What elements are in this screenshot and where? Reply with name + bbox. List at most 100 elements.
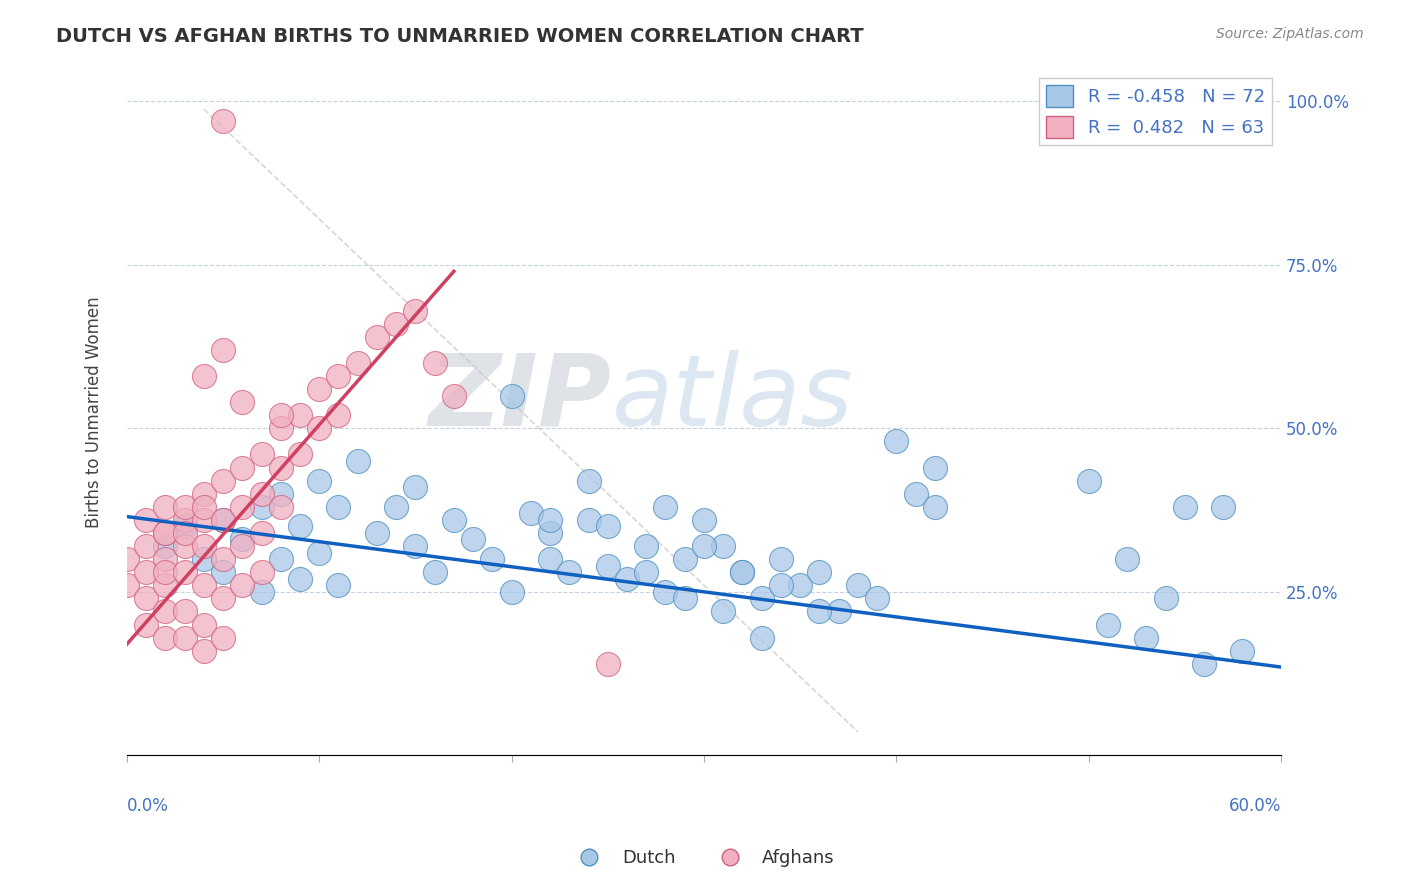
Point	[288, 519, 311, 533]
Point	[328, 500, 350, 514]
Point	[193, 552, 215, 566]
Point	[578, 474, 600, 488]
Text: atlas: atlas	[612, 350, 853, 447]
Y-axis label: Births to Unmarried Women: Births to Unmarried Women	[86, 296, 103, 528]
Point	[866, 591, 889, 606]
Point	[711, 539, 734, 553]
Point	[212, 513, 235, 527]
Point	[308, 474, 330, 488]
Point	[173, 525, 195, 540]
Point	[155, 565, 177, 579]
Point	[693, 513, 716, 527]
Point	[385, 317, 408, 331]
Point	[193, 486, 215, 500]
Point	[173, 500, 195, 514]
Point	[654, 500, 676, 514]
Point	[155, 525, 177, 540]
Point	[404, 539, 426, 553]
Point	[501, 388, 523, 402]
Text: ZIP: ZIP	[429, 350, 612, 447]
Point	[173, 539, 195, 553]
Point	[308, 382, 330, 396]
Point	[288, 408, 311, 422]
Point	[1232, 643, 1254, 657]
Point	[155, 525, 177, 540]
Point	[636, 565, 658, 579]
Point	[212, 474, 235, 488]
Point	[193, 643, 215, 657]
Point	[231, 539, 253, 553]
Point	[173, 604, 195, 618]
Point	[711, 604, 734, 618]
Point	[385, 500, 408, 514]
Point	[731, 565, 754, 579]
Point	[173, 631, 195, 645]
Point	[212, 343, 235, 357]
Point	[827, 604, 849, 618]
Point	[578, 513, 600, 527]
Point	[231, 578, 253, 592]
Point	[270, 408, 292, 422]
Point	[288, 447, 311, 461]
Point	[884, 434, 907, 449]
Point	[789, 578, 811, 592]
Point	[328, 578, 350, 592]
Point	[155, 552, 177, 566]
Point	[135, 591, 157, 606]
Point	[212, 565, 235, 579]
Point	[212, 631, 235, 645]
Point	[520, 506, 543, 520]
Point	[558, 565, 581, 579]
Point	[173, 519, 195, 533]
Point	[404, 303, 426, 318]
Legend: Dutch, Afghans: Dutch, Afghans	[564, 842, 842, 874]
Point	[404, 480, 426, 494]
Point	[346, 454, 368, 468]
Point	[231, 500, 253, 514]
Point	[193, 500, 215, 514]
Point	[636, 539, 658, 553]
Point	[596, 657, 619, 671]
Point	[155, 578, 177, 592]
Point	[423, 565, 446, 579]
Point	[1077, 474, 1099, 488]
Point	[212, 113, 235, 128]
Point	[270, 500, 292, 514]
Point	[693, 539, 716, 553]
Point	[654, 584, 676, 599]
Point	[443, 388, 465, 402]
Point	[1097, 617, 1119, 632]
Point	[328, 368, 350, 383]
Point	[135, 617, 157, 632]
Text: Source: ZipAtlas.com: Source: ZipAtlas.com	[1216, 27, 1364, 41]
Point	[751, 591, 773, 606]
Point	[135, 513, 157, 527]
Point	[751, 631, 773, 645]
Point	[1212, 500, 1234, 514]
Point	[808, 604, 831, 618]
Point	[538, 525, 561, 540]
Point	[115, 578, 138, 592]
Point	[463, 533, 485, 547]
Point	[155, 500, 177, 514]
Point	[193, 368, 215, 383]
Point	[1174, 500, 1197, 514]
Point	[731, 565, 754, 579]
Point	[231, 460, 253, 475]
Point	[288, 572, 311, 586]
Point	[155, 539, 177, 553]
Point	[135, 565, 157, 579]
Point	[250, 525, 273, 540]
Point	[366, 329, 388, 343]
Point	[212, 513, 235, 527]
Point	[173, 565, 195, 579]
Point	[250, 565, 273, 579]
Point	[173, 513, 195, 527]
Point	[270, 460, 292, 475]
Point	[212, 591, 235, 606]
Point	[1154, 591, 1177, 606]
Point	[270, 552, 292, 566]
Point	[596, 558, 619, 573]
Point	[924, 460, 946, 475]
Point	[596, 519, 619, 533]
